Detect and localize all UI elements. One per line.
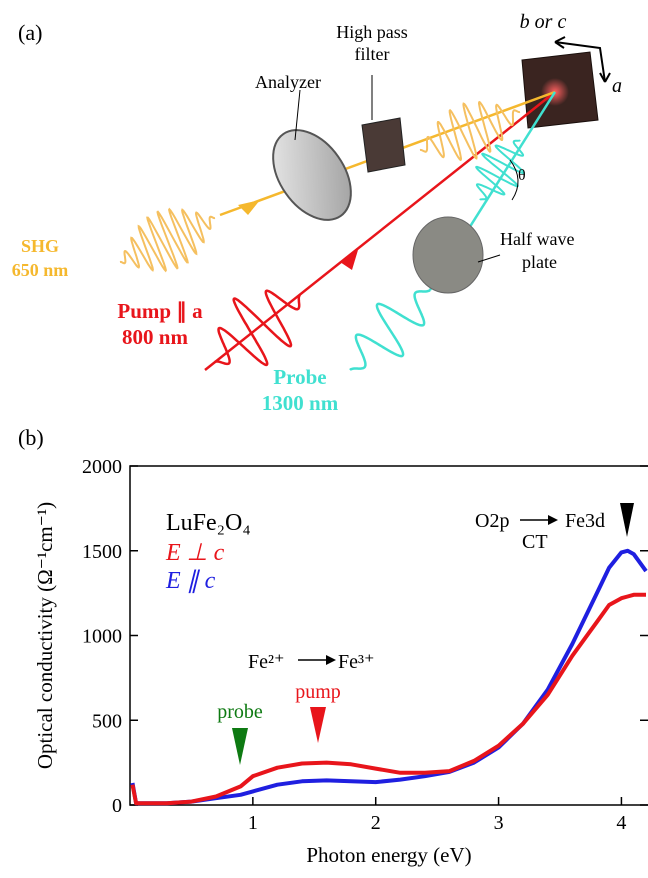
annotation: Fe3d [565, 510, 605, 532]
annotation: pump [295, 681, 341, 703]
label: filter [355, 44, 390, 64]
annotation: probe [217, 701, 263, 723]
y-tick-label: 0 [112, 795, 122, 817]
label: 800 nm [122, 325, 188, 349]
label: θ [518, 167, 526, 184]
annotation: Fe²⁺ [248, 651, 285, 673]
annotation: CT [522, 531, 548, 553]
probe-wave [350, 290, 430, 370]
label: SHG [21, 236, 59, 256]
panel-label: (a) [18, 20, 42, 45]
high-pass-filter [362, 118, 405, 172]
figure: (a) High pass filter b or c a Analyzer θ… [0, 0, 648, 873]
x-tick-label: 2 [371, 812, 381, 834]
arrow-head [326, 655, 336, 665]
analyzer [257, 116, 367, 235]
x-tick-label: 1 [248, 812, 258, 834]
label: a [612, 75, 622, 97]
shg-arrow [238, 200, 260, 215]
y-tick-label: 1000 [82, 626, 122, 648]
marker [620, 503, 634, 537]
label: b or c [520, 11, 567, 33]
legend-entry: E ∥ c [165, 568, 216, 594]
y-tick-label: 1500 [82, 541, 122, 563]
panel-label: (b) [18, 425, 44, 450]
half-wave-plate [413, 217, 483, 293]
annotation: LuFe₂O₄ [166, 510, 251, 536]
annotation: O2p [475, 510, 509, 532]
label: Half wave [500, 229, 574, 249]
y-axis-label: Optical conductivity (Ω⁻¹cm⁻¹) [33, 502, 57, 769]
legend-entry: E ⊥ c [165, 540, 225, 566]
label: 650 nm [12, 260, 69, 280]
x-tick-label: 4 [616, 812, 626, 834]
x-tick-label: 3 [494, 812, 504, 834]
marker [232, 728, 248, 765]
marker [310, 707, 326, 743]
series-line [133, 595, 647, 804]
panel-a: (a) High pass filter b or c a Analyzer θ… [12, 11, 622, 415]
x-axis-label: Photon energy (eV) [306, 843, 471, 867]
label: plate [522, 252, 557, 272]
label: Probe [273, 365, 326, 389]
label: High pass [336, 22, 408, 42]
arrow-head [548, 515, 558, 525]
label: Analyzer [255, 72, 321, 92]
label: Pump ∥ a [117, 299, 203, 323]
y-tick-label: 2000 [82, 456, 122, 478]
y-tick-label: 500 [92, 710, 122, 732]
annotation: Fe³⁺ [338, 651, 375, 673]
page: {"panel_a":{"label":"(a)","high_pass":"H… [0, 0, 648, 873]
chart: 0 500 1000 1500 2000 1 2 3 4 Photon energy (eV) Op… [33, 456, 648, 867]
shg-wave [120, 209, 215, 270]
label: 1300 nm [262, 391, 339, 415]
